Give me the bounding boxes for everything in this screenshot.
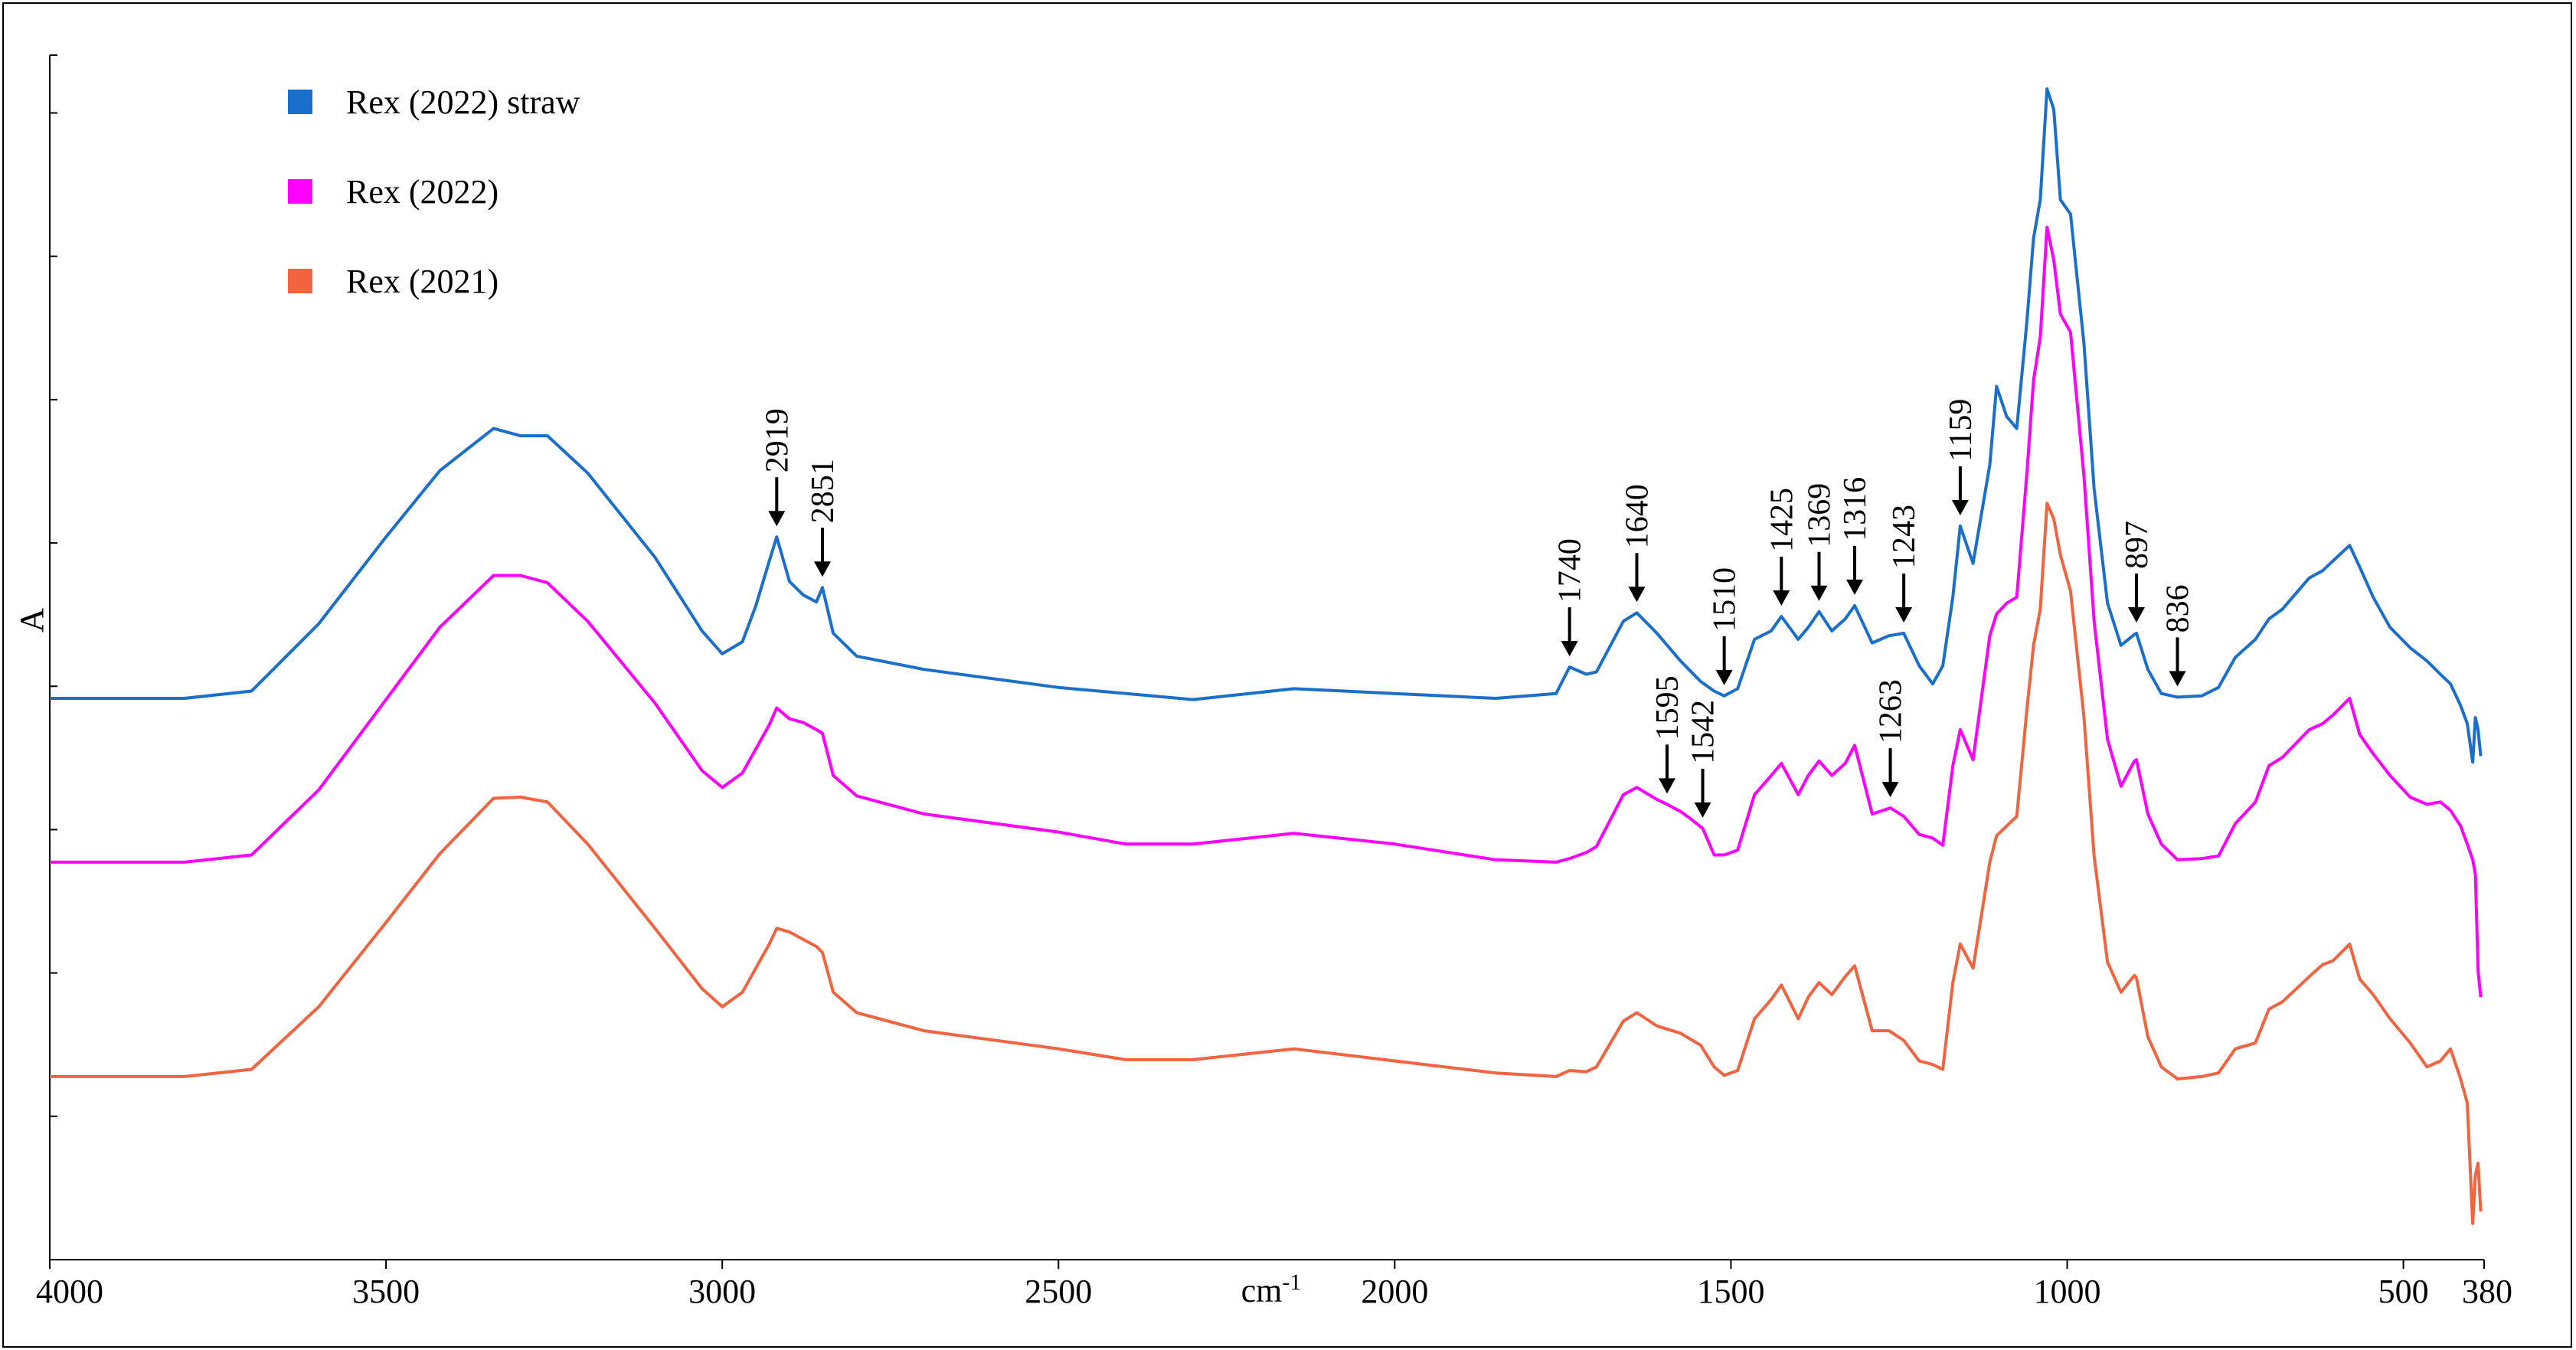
- y-axis-title: A: [13, 608, 51, 633]
- annotation-arrowhead: [2127, 607, 2145, 623]
- annotation-arrowhead: [1715, 669, 1733, 685]
- legend-label: Rex (2022) straw: [346, 83, 580, 121]
- x-tick-label: 2500: [1025, 1273, 1092, 1310]
- series-line-2: [50, 502, 2483, 1225]
- annotation-label: 1263: [1874, 679, 1909, 744]
- annotation-label: 1369: [1802, 483, 1837, 548]
- annotation-label: 2851: [806, 459, 841, 523]
- legend-label: Rex (2021): [346, 263, 499, 300]
- y-axis: [49, 54, 57, 1260]
- x-tick-label: 3000: [688, 1273, 756, 1310]
- annotation-arrowhead: [1628, 587, 1646, 603]
- x-axis-title-superscript: -1: [1282, 1270, 1301, 1295]
- x-tick-label: 2000: [1361, 1273, 1428, 1310]
- annotation-label: 2919: [760, 408, 795, 472]
- annotation-label: 1595: [1650, 675, 1685, 740]
- x-axis-title: cm-1: [1241, 1270, 1302, 1309]
- legend-swatch: [288, 269, 312, 293]
- annotation-arrowhead: [2169, 671, 2186, 687]
- annotation-label: 1316: [1838, 477, 1873, 541]
- annotation-arrowhead: [1694, 802, 1711, 818]
- annotation-arrowhead: [1895, 607, 1913, 623]
- annotation-label: 897: [2120, 521, 2155, 569]
- annotation-arrowhead: [814, 561, 832, 577]
- annotation-label: 1640: [1620, 484, 1655, 548]
- annotation-arrowhead: [1810, 585, 1828, 601]
- annotation-arrowhead: [1846, 579, 1864, 595]
- annotation-arrowhead: [1881, 782, 1899, 798]
- series-layer: [50, 87, 2483, 1225]
- x-axis-title-text: cm: [1241, 1272, 1283, 1309]
- legend-swatch: [288, 179, 312, 204]
- annotation-label: 1542: [1686, 700, 1721, 764]
- x-tick-label: 4000: [36, 1273, 103, 1310]
- x-axis: 4000 3500 3000 2500 2000 1500 1000 500 380: [36, 1259, 2512, 1310]
- legend-label: Rex (2022): [346, 173, 499, 211]
- annotation-arrowhead: [1951, 500, 1969, 516]
- series-line-1: [50, 225, 2483, 998]
- x-tick-label: 380: [2462, 1273, 2512, 1310]
- annotation-arrowhead: [1659, 778, 1676, 794]
- annotation-label: 1510: [1708, 567, 1743, 632]
- x-tick-label: 1000: [2034, 1273, 2101, 1310]
- annotation-label: 1159: [1943, 399, 1979, 462]
- legend-swatch: [288, 90, 312, 114]
- x-tick-label: 3500: [352, 1273, 420, 1310]
- annotation-label: 1740: [1553, 538, 1588, 603]
- annotation-layer: 2919 2851 1740 1640 1510 1425 1369 1316 1243 1159…: [760, 399, 2196, 818]
- annotation-label: 1243: [1887, 505, 1922, 569]
- series-line-0: [50, 87, 2483, 764]
- annotation-arrowhead: [1773, 590, 1790, 606]
- x-tick-label: 1500: [1697, 1273, 1764, 1310]
- legend: Rex (2022) straw Rex (2022) Rex (2021): [288, 83, 580, 300]
- annotation-label: 1425: [1764, 488, 1800, 552]
- annotation-arrowhead: [768, 511, 786, 527]
- annotation-arrowhead: [1561, 641, 1578, 657]
- x-tick-label: 500: [2378, 1273, 2429, 1310]
- annotation-label: 836: [2161, 584, 2196, 633]
